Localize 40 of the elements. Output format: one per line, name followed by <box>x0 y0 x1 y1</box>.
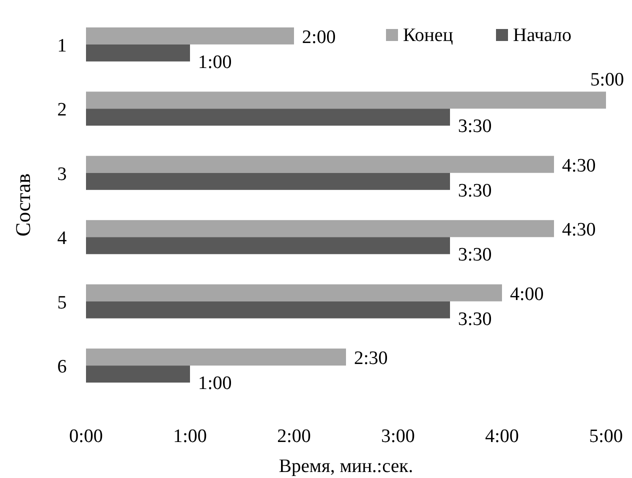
data-label: 3:30 <box>458 244 492 266</box>
data-label: 5:00 <box>590 70 624 91</box>
data-label: 4:30 <box>562 155 596 176</box>
data-label: 3:30 <box>458 180 492 202</box>
bar <box>86 156 554 173</box>
data-label: 4:00 <box>510 284 544 305</box>
bar <box>86 284 502 302</box>
x-tick-label: 2:00 <box>277 426 311 447</box>
x-tick-label: 0:00 <box>69 426 103 447</box>
bar <box>86 301 450 318</box>
bar <box>86 108 450 126</box>
x-axis-title: Время, мин.:сек. <box>278 456 414 477</box>
bar <box>86 366 190 383</box>
legend-label: Начало <box>513 25 572 46</box>
bar <box>86 220 554 238</box>
x-tick-label: 3:00 <box>381 426 415 447</box>
y-tick-label: 6 <box>57 356 67 378</box>
x-tick-label: 4:00 <box>485 426 519 447</box>
data-label: 2:00 <box>302 26 336 48</box>
data-label: 1:00 <box>198 373 232 394</box>
data-label: 1:00 <box>198 52 232 73</box>
y-tick-label: 5 <box>57 292 67 314</box>
bar <box>86 172 450 190</box>
data-label: 3:30 <box>458 308 492 330</box>
bar <box>86 348 346 366</box>
data-label: 3:30 <box>458 116 492 138</box>
x-tick-label: 5:00 <box>589 426 623 447</box>
data-label: 4:30 <box>562 220 596 241</box>
y-tick-label: 1 <box>57 35 67 56</box>
legend-label: Конец <box>403 25 453 46</box>
y-tick-label: 3 <box>57 164 67 185</box>
data-label: 2:30 <box>354 348 388 370</box>
bar <box>86 92 606 109</box>
bar <box>86 44 190 62</box>
bar <box>86 237 450 254</box>
y-tick-label: 2 <box>57 100 67 121</box>
y-axis-title: Состав <box>11 173 35 237</box>
x-tick-label: 1:00 <box>173 426 207 447</box>
bar <box>86 27 294 44</box>
y-tick-label: 4 <box>57 228 68 250</box>
